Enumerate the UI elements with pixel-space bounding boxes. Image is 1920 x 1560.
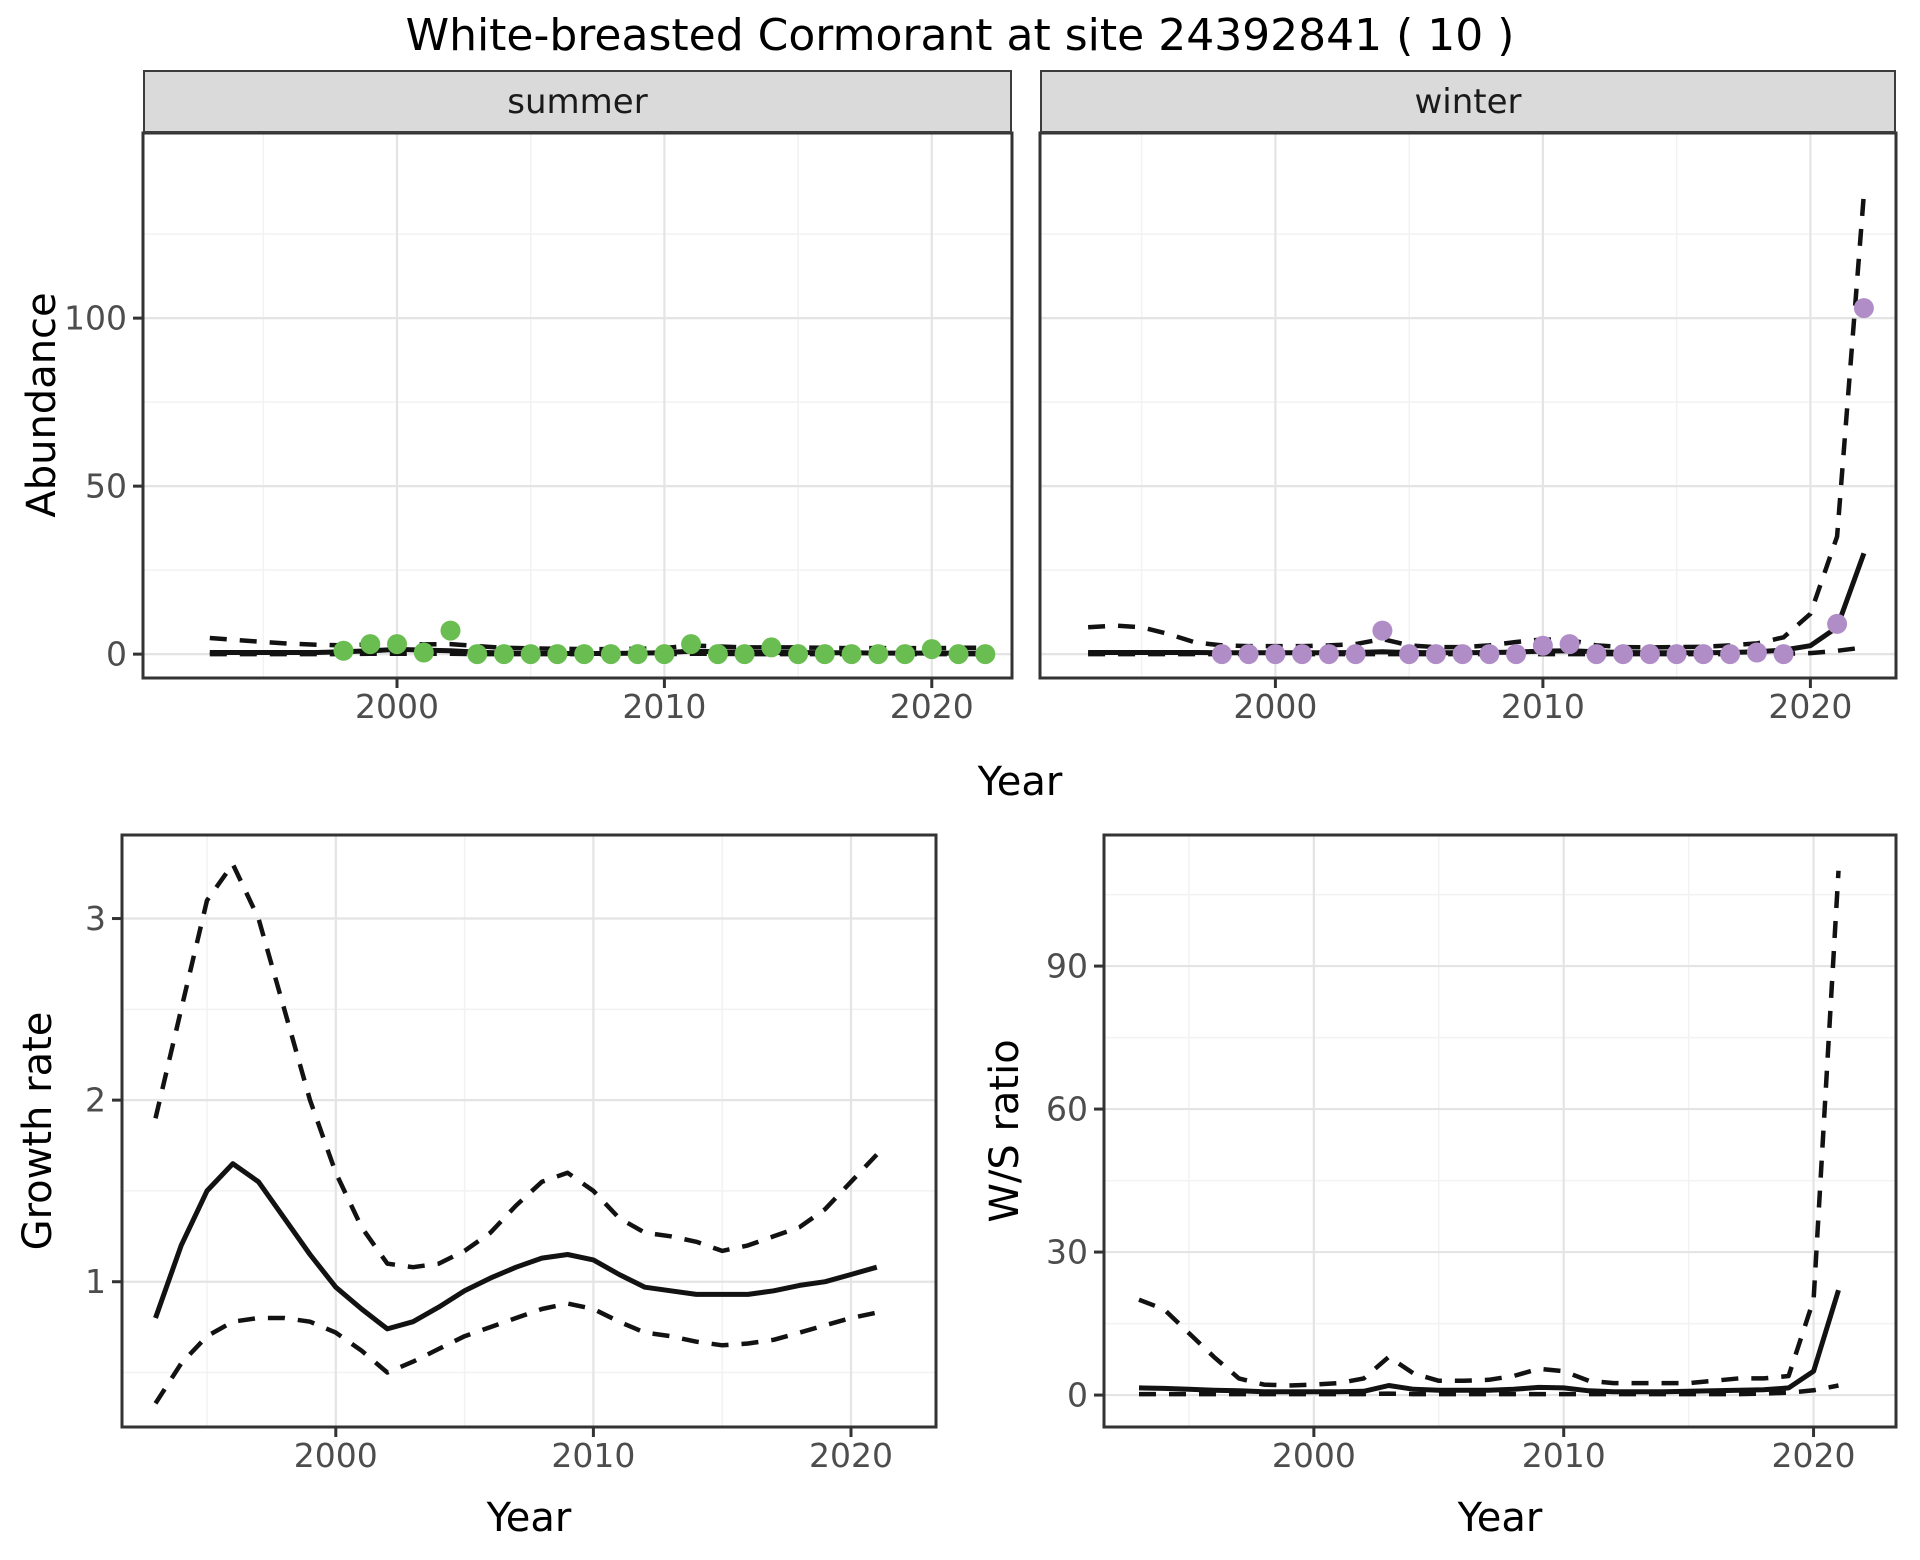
abundance_winter-observation-point	[1639, 644, 1660, 665]
abundance_summer-observation-point	[360, 634, 381, 655]
ws_ratio-y-tick-label: 30	[1046, 1233, 1088, 1272]
chart-title: White-breasted Cormorant at site 2439284…	[405, 10, 1515, 61]
x-axis-title-top: Year	[977, 759, 1063, 805]
abundance_summer-x-tick-label: 2020	[890, 687, 974, 726]
abundance_winter-observation-point	[1506, 644, 1527, 665]
abundance_winter-observation-point	[1479, 644, 1500, 665]
abundance_summer-observation-point	[574, 644, 595, 665]
abundance_summer-observation-point	[975, 644, 996, 665]
growth_rate-panel-bg	[122, 835, 936, 1427]
x-axis-title-growth: Year	[486, 1495, 572, 1541]
x-axis-title-ws: Year	[1457, 1495, 1543, 1541]
growth_rate-x-tick-label: 2020	[809, 1436, 893, 1475]
abundance_summer-y-tick-label: 100	[64, 299, 127, 338]
abundance_summer-observation-point	[333, 640, 354, 661]
abundance_summer-observation-point	[895, 644, 915, 665]
abundance_winter-observation-point	[1238, 644, 1259, 665]
ws_ratio-panel-border	[1102, 833, 1898, 1429]
growth_rate-x-tick-label: 2010	[551, 1436, 635, 1475]
abundance_winter-panel-bg	[1040, 133, 1896, 678]
ws_ratio-x-tick-label: 2020	[1772, 1436, 1856, 1475]
abundance_summer-observation-point	[788, 644, 809, 665]
growth_rate-panel-border	[120, 833, 938, 1429]
abundance_summer-panel-border	[141, 131, 1014, 680]
abundance_summer-observation-point	[547, 644, 568, 665]
y-axis-title-abundance: Abundance	[19, 292, 65, 518]
y-axis-title-ws: W/S ratio	[982, 1039, 1028, 1223]
abundance_summer-observation-point	[520, 644, 541, 665]
abundance_summer-y-tick-label: 0	[106, 635, 127, 674]
abundance_summer-observation-point	[654, 644, 675, 665]
abundance_summer-observation-point	[868, 644, 889, 665]
abundance_winter-observation-point	[1559, 634, 1580, 655]
abundance_summer-observation-point	[761, 637, 782, 658]
ws_ratio-x-tick-label: 2010	[1522, 1436, 1606, 1475]
growth_rate-y-tick-label: 3	[85, 899, 106, 938]
abundance_winter-observation-point	[1613, 644, 1634, 665]
abundance_summer-y-tick-label: 50	[85, 467, 127, 506]
abundance_winter-observation-point	[1666, 644, 1687, 665]
abundance_winter-observation-point	[1372, 620, 1393, 641]
abundance_winter-observation-point	[1532, 635, 1553, 656]
abundance_summer-observation-point	[600, 644, 621, 665]
abundance_winter-observation-point	[1746, 642, 1767, 663]
ws_ratio-y-tick-label: 0	[1067, 1376, 1088, 1415]
y-axis-title-growth: Growth rate	[15, 1011, 61, 1251]
abundance_winter-observation-point	[1265, 644, 1286, 665]
abundance_winter-observation-point	[1399, 644, 1420, 665]
abundance_summer-observation-point	[707, 644, 728, 665]
growth_rate-fit-line	[153, 1161, 878, 1332]
growth_rate-y-tick-label: 2	[85, 1081, 106, 1120]
abundance_summer-observation-point	[440, 620, 461, 641]
ws_ratio-y-tick-label: 90	[1046, 947, 1088, 986]
abundance_winter-observation-point	[1586, 644, 1607, 665]
abundance_summer-x-tick-label: 2010	[622, 687, 706, 726]
abundance_summer-observation-point	[387, 634, 407, 655]
abundance_winter-x-tick-label: 2020	[1768, 687, 1852, 726]
abundance_summer-observation-point	[921, 639, 942, 660]
ws_ratio-y-tick-label: 60	[1046, 1090, 1088, 1129]
growth_rate-y-tick-label: 1	[85, 1262, 106, 1301]
abundance_summer-observation-point	[627, 644, 648, 665]
abundance_winter-observation-point	[1211, 644, 1232, 665]
ws_ratio-panel-bg	[1104, 835, 1896, 1427]
abundance_winter-observation-point	[1292, 644, 1313, 665]
ws_ratio-x-tick-label: 2000	[1272, 1436, 1356, 1475]
facet-strip-summer: summer	[143, 70, 1012, 133]
abundance_summer-x-tick-label: 2000	[355, 687, 439, 726]
ws_ratio-upper_ci-line	[1138, 870, 1841, 1388]
abundance_summer-observation-point	[413, 642, 434, 663]
abundance_summer-observation-point	[734, 644, 755, 665]
abundance_summer-observation-point	[841, 644, 862, 665]
ws_ratio-lower_ci-line	[1139, 1383, 1839, 1397]
abundance_summer-observation-point	[948, 644, 969, 665]
facet-strip-winter: winter	[1040, 70, 1896, 133]
abundance_winter-observation-point	[1318, 644, 1339, 665]
abundance_winter-observation-point	[1720, 644, 1741, 665]
abundance_winter-observation-point	[1345, 644, 1366, 665]
growth_rate-lower_ci-line	[153, 1301, 878, 1405]
growth_rate-upper_ci-line	[153, 861, 879, 1270]
growth_rate-x-tick-label: 2000	[294, 1436, 378, 1475]
abundance_winter-x-tick-label: 2010	[1501, 687, 1585, 726]
abundance_winter-observation-point	[1773, 644, 1794, 665]
abundance_winter-x-tick-label: 2000	[1233, 687, 1317, 726]
abundance_summer-observation-point	[494, 644, 514, 665]
abundance_summer-observation-point	[814, 644, 835, 665]
abundance_winter-observation-point	[1827, 613, 1848, 634]
abundance_winter-observation-point	[1693, 644, 1714, 665]
ws_ratio-fit-line	[1138, 1289, 1841, 1395]
abundance_summer-observation-point	[467, 644, 488, 665]
abundance_winter-observation-point	[1452, 644, 1473, 665]
abundance_summer-panel-bg	[143, 133, 1012, 678]
abundance_winter-upper_ci-line	[1087, 193, 1867, 650]
abundance_summer-observation-point	[681, 634, 702, 655]
abundance_winter-observation-point	[1425, 644, 1446, 665]
abundance_winter-observation-point	[1853, 298, 1874, 319]
facet-strip-winter-label: winter	[1414, 81, 1522, 122]
abundance_winter-panel-border	[1038, 131, 1898, 680]
facet-strip-summer-label: summer	[507, 81, 648, 122]
